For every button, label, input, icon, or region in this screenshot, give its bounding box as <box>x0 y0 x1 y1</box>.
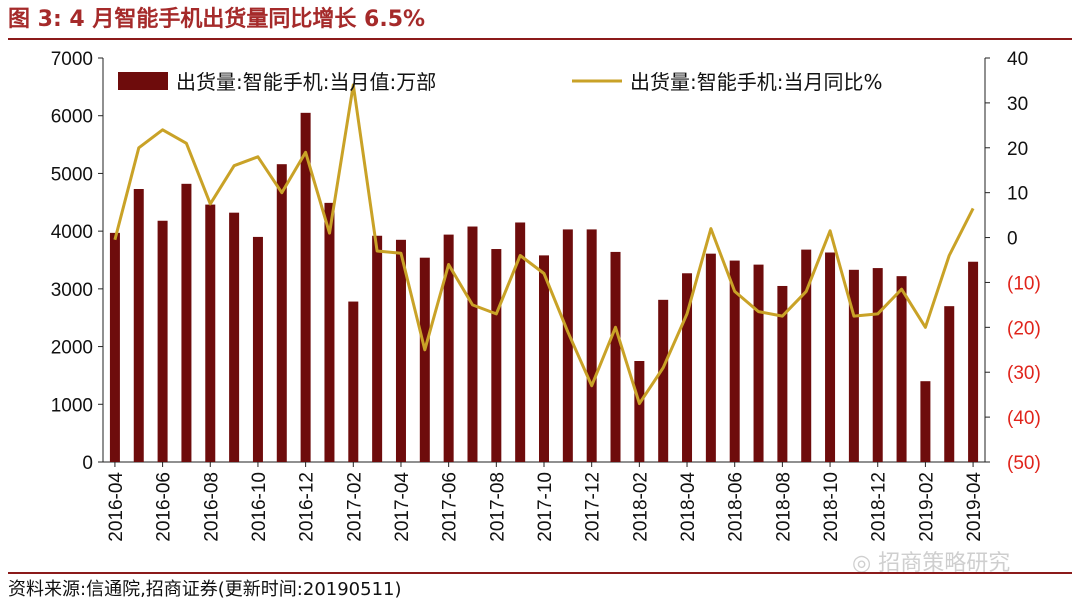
x-tick-label: 2019-02 <box>916 472 937 542</box>
bar <box>133 189 144 463</box>
y-right-tick-label: (40) <box>1007 408 1041 429</box>
wechat-icon: ◎ <box>852 551 872 576</box>
y-right-tick-label: (50) <box>1007 453 1041 474</box>
watermark-text: 招商策略研究 <box>878 551 1011 576</box>
watermark: ◎ 招商策略研究 <box>852 545 1010 577</box>
bar <box>395 239 406 462</box>
x-tick-label: 2018-04 <box>678 472 699 542</box>
x-tick-label: 2016-10 <box>249 472 270 542</box>
bar <box>610 251 621 462</box>
title-rule <box>8 38 1072 40</box>
bar <box>658 299 669 462</box>
y-left-tick-label: 6000 <box>51 107 93 128</box>
x-tick-label: 2017-10 <box>535 472 556 542</box>
y-right-tick-label: 30 <box>1007 94 1028 115</box>
bar <box>562 229 573 462</box>
y-right-tick-label: 10 <box>1007 184 1028 205</box>
x-tick-label: 2017-08 <box>487 472 508 542</box>
x-tick-label: 2018-06 <box>726 472 747 542</box>
y-right-tick-label: 20 <box>1007 139 1028 160</box>
bar <box>419 257 430 462</box>
y-right-tick-label: 40 <box>1007 49 1028 70</box>
y-left-tick-label: 2000 <box>51 338 93 359</box>
legend-bar-label: 出货量:智能手机:当月值:万部 <box>176 70 436 94</box>
bar <box>968 261 979 462</box>
x-tick-label: 2017-06 <box>440 472 461 542</box>
source-rule <box>8 572 1072 574</box>
x-tick-label: 2018-12 <box>869 472 890 542</box>
bar <box>372 235 383 462</box>
bar <box>872 268 883 462</box>
y-left-tick-label: 3000 <box>51 280 93 301</box>
y-left-tick-label: 1000 <box>51 395 93 416</box>
x-tick-label: 2016-04 <box>106 472 127 542</box>
source-note: 资料来源:信通院,招商证券(更新时间:20190511) <box>8 579 402 600</box>
bar <box>300 112 311 462</box>
legend-bar-swatch <box>118 72 168 90</box>
bar <box>920 381 931 462</box>
y-right-tick-label: (30) <box>1007 363 1041 384</box>
x-tick-label: 2016-08 <box>201 472 222 542</box>
legend-line-label: 出货量:智能手机:当月同比% <box>630 70 882 94</box>
y-left-tick-label: 0 <box>82 453 93 474</box>
bar <box>229 212 240 462</box>
y-right-tick-label: (20) <box>1007 318 1041 339</box>
bar <box>539 255 549 462</box>
bar <box>801 249 812 462</box>
bar <box>682 273 693 462</box>
bar <box>729 260 740 462</box>
bar <box>634 361 645 462</box>
figure-title: 图 3: 4 月智能手机出货量同比增长 6.5% <box>8 7 426 32</box>
x-tick-label: 2019-04 <box>964 472 985 542</box>
y-left-tick-label: 7000 <box>51 49 93 70</box>
x-tick-label: 2017-04 <box>392 472 413 542</box>
x-tick-label: 2018-10 <box>821 472 842 542</box>
y-left-tick-label: 5000 <box>51 164 93 185</box>
bar <box>181 183 192 462</box>
y-left-tick-label: 4000 <box>51 222 93 243</box>
bar <box>515 222 526 462</box>
bar <box>586 229 597 462</box>
bar <box>777 285 788 462</box>
bar <box>825 252 836 462</box>
bar <box>109 232 120 462</box>
y-right-tick-label: (10) <box>1007 273 1041 294</box>
x-tick-label: 2016-06 <box>154 472 175 542</box>
x-tick-label: 2018-08 <box>773 472 794 542</box>
x-tick-label: 2017-02 <box>344 472 365 542</box>
x-tick-label: 2018-02 <box>630 472 651 542</box>
bar <box>324 202 335 462</box>
bar <box>491 249 502 462</box>
bar <box>944 306 955 462</box>
x-tick-label: 2016-12 <box>297 472 318 542</box>
yoy-line <box>113 83 975 406</box>
bar <box>848 269 859 462</box>
bar <box>467 226 478 462</box>
bar <box>252 236 263 462</box>
bar <box>205 204 216 462</box>
bar <box>753 264 764 462</box>
bar <box>443 234 454 462</box>
x-tick-label: 2017-12 <box>583 472 604 542</box>
bar <box>276 164 287 463</box>
bar <box>896 276 907 462</box>
bar <box>705 253 716 462</box>
bar <box>348 301 359 462</box>
y-right-tick-label: 0 <box>1007 229 1018 250</box>
bar <box>157 220 168 462</box>
